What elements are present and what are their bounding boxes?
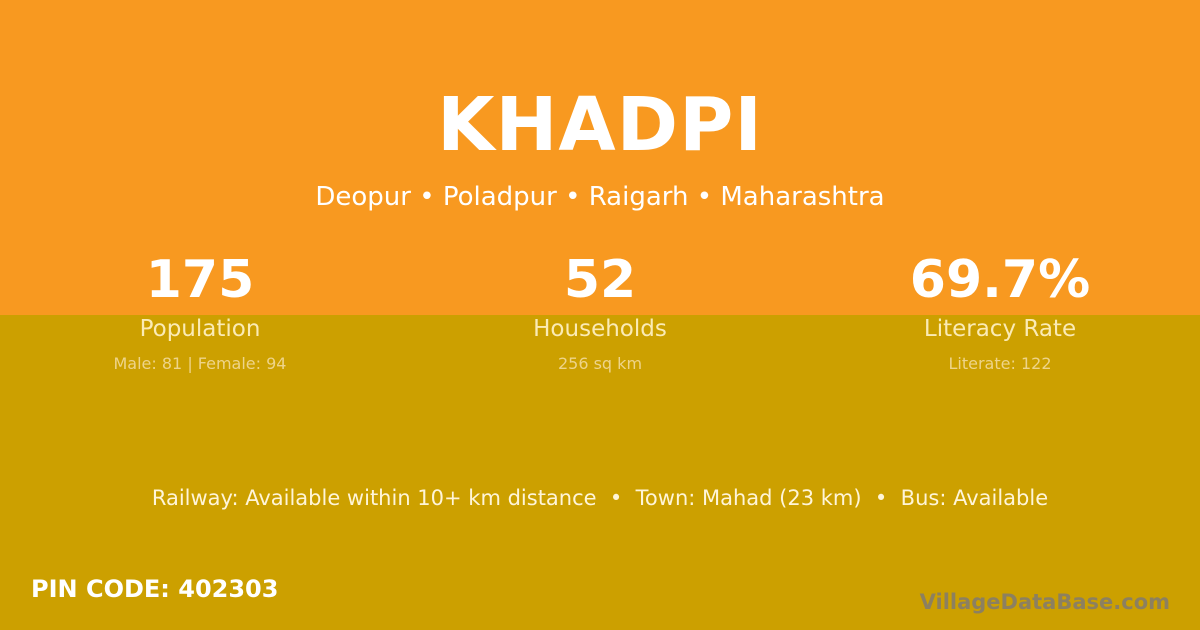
stat-detail: 256 sq km xyxy=(557,354,643,373)
transport-info: Railway: Available within 10+ km distanc… xyxy=(151,486,1049,510)
stat-label: Households xyxy=(533,316,667,342)
stat-detail: Male: 81 | Female: 94 xyxy=(113,354,287,373)
pin-code: PIN CODE: 402303 xyxy=(31,575,279,603)
stat-value: 52 xyxy=(563,250,637,310)
stat-households: 52 Households 256 sq km xyxy=(400,248,800,373)
header-band xyxy=(0,0,1200,315)
stat-population: 175 Population Male: 81 | Female: 94 xyxy=(0,248,400,373)
stat-value: 69.7% xyxy=(909,250,1091,310)
location-breadcrumb: Deopur • Poladpur • Raigarh • Maharashtr… xyxy=(315,182,885,212)
watermark-logo: VillageDataBase.com xyxy=(919,590,1170,614)
stat-literacy: 69.7% Literacy Rate Literate: 122 xyxy=(800,248,1200,373)
village-name: KHADPI xyxy=(437,82,763,168)
stat-value: 175 xyxy=(145,250,255,310)
stat-label: Literacy Rate xyxy=(923,316,1077,342)
stat-detail: Literate: 122 xyxy=(948,354,1052,373)
stat-label: Population xyxy=(139,316,261,342)
